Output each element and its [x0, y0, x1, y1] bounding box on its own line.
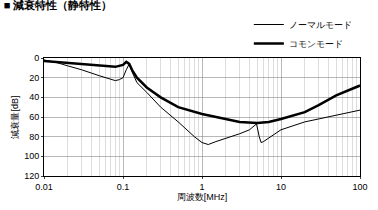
svg-text:周波数[MHz]: 周波数[MHz]	[177, 192, 228, 202]
svg-text:60: 60	[29, 112, 39, 122]
svg-text:コモンモード: コモンモード	[289, 39, 343, 49]
svg-text:120: 120	[24, 171, 39, 181]
svg-text:1: 1	[199, 182, 204, 192]
svg-text:80: 80	[29, 132, 39, 142]
svg-text:0.1: 0.1	[117, 182, 130, 192]
svg-text:0: 0	[34, 53, 39, 63]
svg-text:40: 40	[29, 92, 39, 102]
svg-text:20: 20	[29, 73, 39, 83]
svg-text:ノーマルモード: ノーマルモード	[289, 20, 352, 30]
svg-text:■ 減衰特性（静特性）: ■ 減衰特性（静特性）	[4, 0, 113, 12]
svg-text:10: 10	[276, 182, 286, 192]
svg-text:減衰量[dB]: 減衰量[dB]	[10, 95, 20, 138]
svg-text:0.01: 0.01	[35, 182, 53, 192]
svg-text:100: 100	[24, 151, 39, 161]
svg-text:100: 100	[352, 182, 367, 192]
